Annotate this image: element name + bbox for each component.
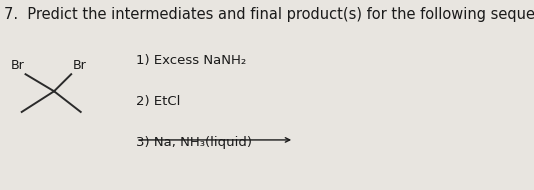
Text: 3) Na, NH₃(liquid): 3) Na, NH₃(liquid) <box>136 136 252 149</box>
Text: Br: Br <box>10 59 24 72</box>
Text: 1) Excess NaNH₂: 1) Excess NaNH₂ <box>136 54 246 67</box>
Text: 7.  Predict the intermediates and final product(s) for the following sequence of: 7. Predict the intermediates and final p… <box>4 7 534 22</box>
Text: 2) EtCl: 2) EtCl <box>136 95 180 108</box>
Text: Br: Br <box>73 59 87 72</box>
